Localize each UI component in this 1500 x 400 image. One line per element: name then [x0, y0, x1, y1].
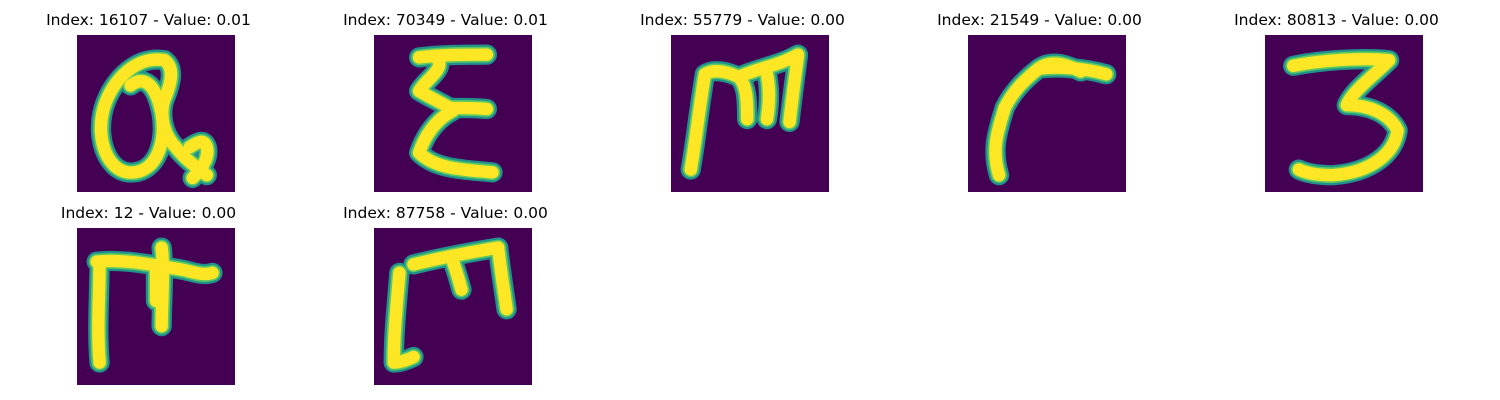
sample-image: [968, 35, 1126, 192]
sample-image: [1265, 35, 1423, 192]
sample-image: [374, 228, 532, 385]
sample-title: Index: 87758 - Value: 0.00: [343, 204, 548, 222]
sample-cell: Index: 21549 - Value: 0.00: [891, 0, 1188, 193]
stroke-core: [412, 48, 494, 64]
sample-cell: Index: 87758 - Value: 0.00: [297, 193, 594, 386]
stroke-core: [90, 254, 219, 281]
sample-image: [671, 35, 829, 192]
sample-title: Index: 21549 - Value: 0.00: [937, 11, 1142, 29]
sample-image: [77, 228, 235, 385]
sample-image: [374, 35, 532, 192]
sample-cell: Index: 16107 - Value: 0.01: [0, 0, 297, 193]
sample-title: Index: 55779 - Value: 0.00: [640, 11, 845, 29]
sample-cell: Index: 55779 - Value: 0.00: [594, 0, 891, 193]
stroke-core: [155, 241, 170, 333]
sample-title: Index: 12 - Value: 0.00: [60, 204, 237, 222]
stroke-core: [387, 266, 420, 369]
sample-cell: Index: 70349 - Value: 0.01: [297, 0, 594, 193]
stroke-core: [441, 101, 494, 116]
stroke-core: [684, 65, 745, 176]
stroke-core: [1287, 52, 1404, 182]
sample-title: Index: 70349 - Value: 0.01: [343, 11, 548, 29]
stroke-core: [732, 48, 805, 129]
sample-cell: Index: 80813 - Value: 0.00: [1188, 0, 1485, 193]
stroke-core: [446, 255, 468, 296]
sample-image: [77, 35, 235, 192]
sample-title: Index: 16107 - Value: 0.01: [46, 11, 251, 29]
stroke-core: [491, 241, 513, 316]
sample-title: Index: 80813 - Value: 0.00: [1234, 11, 1439, 29]
stroke-core: [760, 68, 776, 126]
stroke-core: [989, 101, 1011, 182]
stroke-core: [1032, 61, 1113, 81]
stroke-core: [92, 255, 106, 369]
sample-cell: Index: 12 - Value: 0.00: [0, 193, 297, 386]
stroke-core: [183, 135, 214, 185]
stroke-core: [156, 54, 213, 182]
